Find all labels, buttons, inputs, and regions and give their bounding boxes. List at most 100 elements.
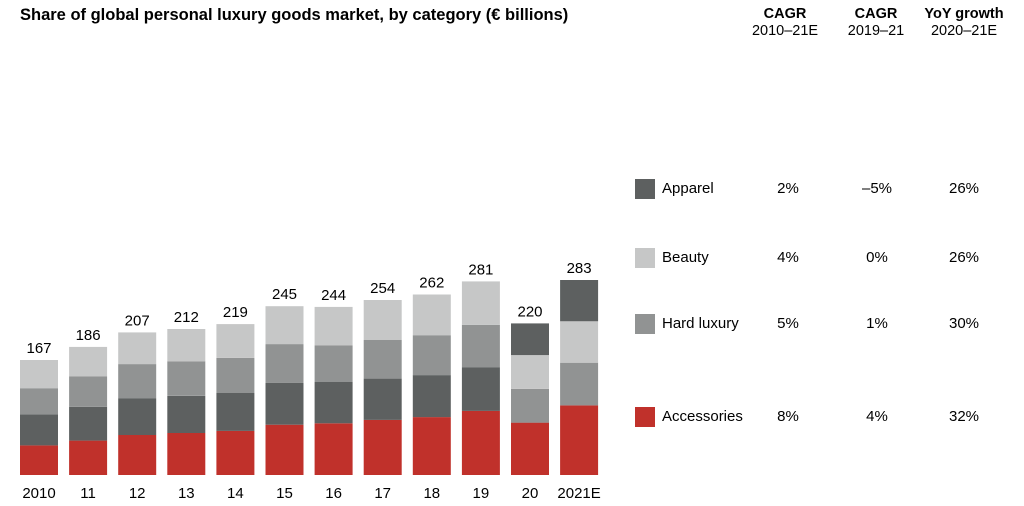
column-header-period: 2019–21 <box>847 23 905 39</box>
stat-cagr-2010-21: 4% <box>777 249 799 266</box>
bar-segment-accessories-2010 <box>20 445 58 475</box>
bar-segment-beauty-16 <box>314 306 353 346</box>
x-tick-label-13: 13 <box>178 485 195 502</box>
data-label-total-14: 219 <box>223 304 248 321</box>
bar-segment-hard-luxury-20 <box>511 388 549 423</box>
stat-cagr-2010-21: 8% <box>777 408 799 425</box>
bar-segment-accessories-17 <box>363 419 402 475</box>
bar-segment-hard-luxury-15 <box>265 344 304 383</box>
stat-cagr-2019-21: –5% <box>861 180 893 197</box>
bar-segment-hard-luxury-2010 <box>20 388 58 415</box>
bar-segment-hard-luxury-14 <box>216 357 255 393</box>
x-tick-label-15: 15 <box>276 485 293 502</box>
bar-segment-hard-luxury-13 <box>167 361 206 396</box>
data-label-total-16: 244 <box>321 287 346 304</box>
data-label-total-19: 281 <box>468 261 493 278</box>
stat-yoy-growth: 30% <box>948 315 980 332</box>
column-header-yoy-growth: YoY growth 2020–21E <box>914 6 1014 40</box>
bar-segment-beauty-14 <box>216 324 255 358</box>
chart-title: Share of global personal luxury goods ma… <box>20 6 569 24</box>
legend-swatch-accessories <box>635 407 655 427</box>
bar-segment-beauty-2010 <box>20 360 58 389</box>
bar-segment-hard-luxury-16 <box>314 345 353 382</box>
bar-segment-accessories-16 <box>314 423 353 475</box>
bar-segment-beauty-11 <box>69 346 108 377</box>
bar-segment-hard-luxury-19 <box>461 324 500 368</box>
bar-segment-apparel-13 <box>167 395 206 433</box>
bar-segment-beauty-13 <box>167 329 206 362</box>
bar-segment-accessories-18 <box>412 417 451 475</box>
stat-cagr-2010-21: 5% <box>777 315 799 332</box>
bar-segment-beauty-17 <box>363 300 402 340</box>
legend-label: Hard luxury <box>662 315 739 332</box>
legend-swatch-hard-luxury <box>635 314 655 334</box>
stat-cagr-2019-21: 0% <box>866 249 888 266</box>
bar-segment-accessories-14 <box>216 430 255 475</box>
bar-segment-accessories-11 <box>69 440 108 475</box>
legend-label: Beauty <box>662 249 709 266</box>
column-header-label: CAGR <box>854 6 898 22</box>
bar-segment-apparel-18 <box>412 375 451 418</box>
x-tick-label-2021e: 2021E <box>557 485 600 502</box>
x-tick-label-18: 18 <box>423 485 440 502</box>
stat-cagr-2019-21: 4% <box>866 408 888 425</box>
data-label-total-20: 220 <box>517 303 542 320</box>
bar-segment-apparel-2010 <box>20 414 58 446</box>
stat-cagr-2019-21: 1% <box>866 315 888 332</box>
bar-segment-beauty-2021e <box>560 321 599 363</box>
bar-segment-hard-luxury-2021e <box>560 362 599 406</box>
bar-segment-apparel-11 <box>69 406 108 441</box>
data-label-total-13: 212 <box>174 309 199 326</box>
data-label-total-2021e: 283 <box>567 260 592 277</box>
bar-segment-hard-luxury-18 <box>412 335 451 376</box>
column-header-period: 2020–21E <box>930 23 998 39</box>
bar-segment-hard-luxury-11 <box>69 376 108 407</box>
legend-swatch-beauty <box>635 248 655 268</box>
stat-yoy-growth: 26% <box>948 249 980 266</box>
bar-segment-apparel-2021e <box>560 280 599 322</box>
stat-yoy-growth: 26% <box>948 180 980 197</box>
bar-segment-apparel-15 <box>265 382 304 425</box>
x-tick-label-16: 16 <box>325 485 342 502</box>
bar-segment-apparel-16 <box>314 382 353 424</box>
bar-segment-accessories-2021e <box>560 405 599 475</box>
x-tick-label-20: 20 <box>522 485 539 502</box>
data-label-total-12: 207 <box>125 312 150 329</box>
legend-label: Apparel <box>662 180 714 197</box>
x-tick-label-17: 17 <box>374 485 391 502</box>
bar-segment-apparel-20 <box>511 323 549 356</box>
bar-segment-apparel-14 <box>216 393 255 431</box>
bar-segment-beauty-15 <box>265 306 304 345</box>
legend-swatch-apparel <box>635 179 655 199</box>
x-tick-label-12: 12 <box>129 485 146 502</box>
column-header-label: YoY growth <box>924 6 1004 22</box>
bar-segment-apparel-12 <box>118 398 157 435</box>
column-header-cagr-2010-21: CAGR 2010–21E <box>740 6 830 40</box>
data-label-total-15: 245 <box>272 286 297 303</box>
bar-segment-hard-luxury-17 <box>363 340 402 379</box>
data-label-total-2010: 167 <box>26 340 51 357</box>
bar-segment-apparel-17 <box>363 378 402 420</box>
bar-segment-beauty-20 <box>511 355 549 389</box>
bar-segment-beauty-18 <box>412 294 451 336</box>
column-header-period: 2010–21E <box>751 23 819 39</box>
bar-segment-accessories-12 <box>118 435 157 475</box>
bar-segment-beauty-12 <box>118 332 157 365</box>
data-label-total-11: 186 <box>76 327 101 344</box>
x-tick-label-19: 19 <box>473 485 490 502</box>
stat-yoy-growth: 32% <box>948 408 980 425</box>
column-header-label: CAGR <box>763 6 807 22</box>
x-tick-label-2010: 2010 <box>22 485 55 502</box>
data-label-total-18: 262 <box>419 275 444 292</box>
column-header-cagr-2019-21: CAGR 2019–21 <box>831 6 921 40</box>
stat-cagr-2010-21: 2% <box>777 180 799 197</box>
bar-segment-beauty-19 <box>461 281 500 325</box>
bar-segment-accessories-15 <box>265 424 304 475</box>
legend-label: Accessories <box>662 408 743 425</box>
bar-segment-accessories-19 <box>461 410 500 475</box>
data-label-total-17: 254 <box>370 280 395 297</box>
x-tick-label-14: 14 <box>227 485 244 502</box>
bar-segment-hard-luxury-12 <box>118 364 157 399</box>
bar-segment-accessories-13 <box>167 433 206 475</box>
